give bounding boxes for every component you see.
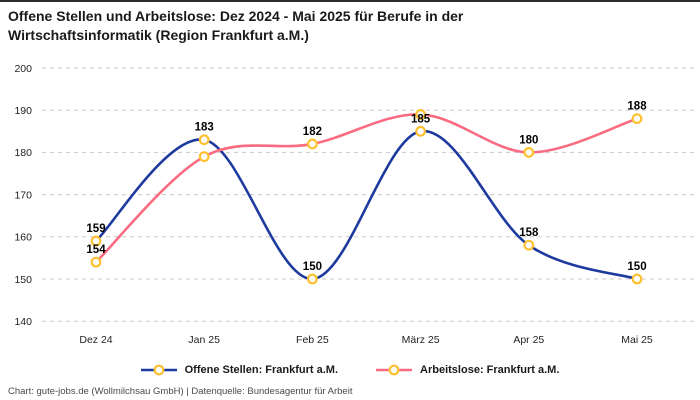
- x-tick-label: Jan 25: [188, 334, 220, 346]
- legend-label-arbeitslose: Arbeitslose: Frankfurt a.M.: [420, 364, 560, 376]
- series-line-1: [94, 113, 639, 264]
- data-value-label: 159: [86, 223, 105, 235]
- legend-item-arbeitslose: Arbeitslose: Frankfurt a.M.: [376, 364, 559, 376]
- legend-marker: [388, 364, 400, 376]
- data-point-marker: [90, 235, 102, 247]
- data-value-label: 154: [86, 244, 106, 256]
- y-tick-label: 170: [14, 189, 32, 201]
- y-tick-label: 190: [14, 105, 32, 117]
- x-tick-label: Apr 25: [513, 334, 544, 346]
- data-point-marker: [415, 125, 427, 137]
- chart-title: Offene Stellen und Arbeitslose: Dez 2024…: [8, 7, 608, 45]
- data-point-marker: [631, 113, 643, 125]
- series-line-0: [94, 129, 639, 281]
- data-value-label: 150: [303, 261, 322, 273]
- data-point-marker: [90, 256, 102, 268]
- x-tick-label: März 25: [402, 334, 440, 346]
- legend-line-marker-icon: [376, 364, 413, 376]
- x-tick-label: Dez 24: [79, 334, 112, 346]
- data-value-label: 180: [519, 134, 538, 146]
- data-point-marker: [307, 273, 318, 285]
- y-tick-label: 140: [14, 316, 32, 328]
- x-tick-label: Feb 25: [296, 334, 329, 346]
- chart-title-line1: Offene Stellen und Arbeitslose: Dez 2024…: [8, 8, 464, 24]
- data-point-marker: [523, 239, 535, 251]
- data-value-label: 150: [627, 261, 646, 273]
- data-value-label: 185: [411, 113, 431, 125]
- legend-line-marker-icon: [140, 364, 177, 376]
- legend-item-offene-stellen: Offene Stellen: Frankfurt a.M.: [140, 364, 339, 376]
- chart-title-line2: Wirtschaftsinformatik (Region Frankfurt …: [8, 27, 309, 43]
- data-point-marker: [307, 138, 318, 150]
- data-point-marker: [198, 151, 210, 163]
- data-value-label: 158: [519, 227, 539, 239]
- data-value-label: 188: [627, 101, 647, 113]
- legend-marker: [153, 364, 165, 376]
- data-point-marker: [523, 146, 535, 158]
- x-tick-label: Mai 25: [621, 334, 653, 346]
- data-point-marker: [631, 273, 643, 285]
- legend-label-offene-stellen: Offene Stellen: Frankfurt a.M.: [184, 364, 339, 376]
- data-value-label: 183: [195, 122, 214, 134]
- data-point-marker: [198, 134, 210, 146]
- source-attribution: Chart: gute-jobs.de (Wollmilchsau GmbH) …: [8, 386, 353, 397]
- y-tick-label: 160: [14, 232, 32, 244]
- data-value-label: 182: [303, 126, 322, 138]
- data-point-marker: [415, 109, 427, 120]
- chart-legend: Offene Stellen: Frankfurt a.M. Arbeitslo…: [0, 360, 700, 380]
- y-tick-label: 200: [14, 63, 32, 75]
- y-tick-label: 150: [14, 274, 32, 286]
- y-tick-label: 180: [14, 147, 32, 159]
